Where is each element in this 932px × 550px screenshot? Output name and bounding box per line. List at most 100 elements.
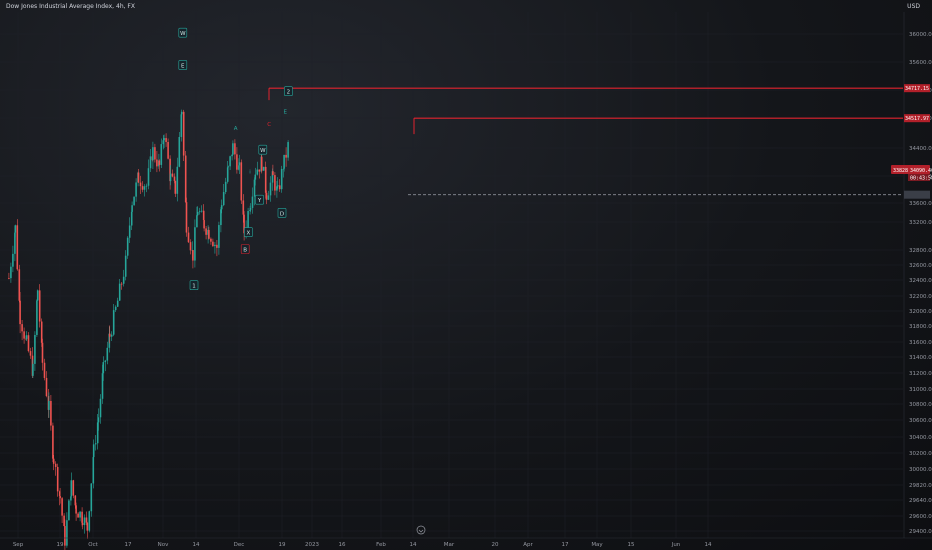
time-tick-label: May xyxy=(591,542,603,548)
price-tick-label: 29600.00 xyxy=(909,514,932,520)
candle-body xyxy=(276,185,279,187)
wave-label: 2 xyxy=(287,90,291,96)
candle-body xyxy=(139,182,142,187)
wave-label-box xyxy=(189,280,199,291)
candle-body xyxy=(96,422,99,444)
candle-body xyxy=(29,351,32,356)
candle-body xyxy=(169,173,172,182)
candle-body xyxy=(108,333,111,337)
price-tick-label: 31800.00 xyxy=(909,324,932,330)
candle-body xyxy=(66,520,68,546)
wave-label: E xyxy=(181,63,185,69)
candle-body xyxy=(94,443,97,445)
candle-body xyxy=(52,458,55,464)
candle-body xyxy=(27,335,30,352)
candle-body xyxy=(114,306,117,311)
candle-body xyxy=(271,171,274,183)
candle-body xyxy=(187,232,190,243)
candle-body xyxy=(173,176,176,181)
candle-body xyxy=(70,496,72,501)
level-price-tag xyxy=(904,114,930,123)
candle-body xyxy=(19,300,21,325)
time-tick-label: Feb xyxy=(376,542,386,548)
price-tick-label: 36000.00 xyxy=(909,32,932,38)
wave-label: Y xyxy=(257,198,262,204)
candle-body xyxy=(137,172,140,183)
wave-label-box xyxy=(240,244,250,254)
candle-body xyxy=(265,192,268,200)
goto-realtime-icon[interactable] xyxy=(416,525,426,535)
candle-body xyxy=(43,362,46,378)
time-tick-label: 17 xyxy=(125,542,132,548)
time-axis[interactable]: Sep 19 Oct 17 Nov 14 Dec 19 2023 16 Feb 14 Mar 20 Apr 1… xyxy=(0,537,932,548)
time-tick-label: Nov xyxy=(158,542,169,548)
candle-body xyxy=(176,166,179,194)
candle-body xyxy=(74,495,77,506)
wave-label-box xyxy=(178,60,188,70)
candle-body xyxy=(118,283,121,301)
candle-body xyxy=(165,138,167,143)
candle-body xyxy=(262,166,265,171)
candle-body xyxy=(212,241,214,247)
price-tick-label: 33600.00 xyxy=(909,201,932,207)
candle-body xyxy=(86,522,89,531)
time-tick-label: Mar xyxy=(444,542,455,548)
candle-body xyxy=(85,517,88,523)
candle-body xyxy=(178,136,181,167)
time-tick-label: 20 xyxy=(492,542,499,548)
wave-label: D xyxy=(280,211,284,217)
candle-body xyxy=(18,269,21,301)
candle-body xyxy=(220,209,222,226)
candle-body xyxy=(156,159,158,167)
candle-body xyxy=(128,225,131,238)
candle-body xyxy=(124,255,127,277)
candle-body xyxy=(180,111,183,115)
candle-body xyxy=(276,186,278,191)
candle-body xyxy=(14,225,17,233)
price-tick-label: 29820.00 xyxy=(909,483,932,489)
wave-label: B xyxy=(243,248,247,254)
candle-body xyxy=(249,207,252,210)
candle-body xyxy=(242,200,245,215)
wave-label-box xyxy=(258,144,268,155)
price-tick-label: 32600.00 xyxy=(909,263,932,269)
candle-body xyxy=(283,154,285,169)
candle-body xyxy=(171,173,174,177)
candle-body xyxy=(280,169,283,190)
candle-body xyxy=(243,214,245,234)
candle-body xyxy=(196,211,199,216)
candle-body xyxy=(285,154,287,158)
candle-body xyxy=(131,205,133,212)
candle-body xyxy=(205,228,207,235)
candle-body xyxy=(12,253,14,267)
candle-body xyxy=(126,237,129,256)
candle-body xyxy=(45,377,48,397)
live-price-tag xyxy=(891,165,930,174)
candle-body xyxy=(224,181,227,193)
candle-body xyxy=(218,225,220,248)
price-axis[interactable]: 36000.0035600.0035200.0034800.0034400.00… xyxy=(903,12,932,538)
candle-body xyxy=(97,417,100,423)
candle-body xyxy=(133,196,135,206)
level-price-tag xyxy=(904,84,930,93)
candle-body xyxy=(167,142,169,159)
candle-body xyxy=(68,500,70,521)
wave-label: W xyxy=(180,31,186,37)
candle-body xyxy=(25,335,28,339)
candle-body xyxy=(169,158,171,182)
horizontal-levels[interactable] xyxy=(268,87,903,196)
wave-label-box xyxy=(284,86,293,96)
candle-body xyxy=(70,480,73,497)
candle-body xyxy=(108,333,111,348)
goto-realtime-button[interactable] xyxy=(416,525,426,535)
current-price-tag xyxy=(904,190,930,199)
wave-label: A xyxy=(234,126,238,132)
candle-body xyxy=(220,205,223,210)
candle-body xyxy=(8,278,10,279)
candle-body xyxy=(120,283,123,285)
candle-body xyxy=(14,232,16,254)
time-tick-label: 19 xyxy=(57,542,64,548)
wave-label-box xyxy=(277,208,287,218)
candle-body xyxy=(61,498,63,516)
